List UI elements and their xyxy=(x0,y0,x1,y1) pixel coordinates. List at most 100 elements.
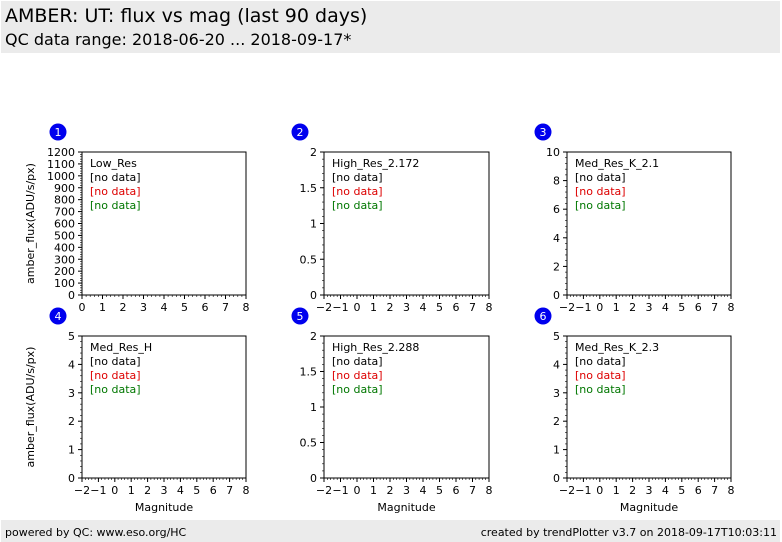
y-tick-label: 400 xyxy=(54,241,75,254)
x-tick-label: 7 xyxy=(226,484,233,497)
y-tick-label: 0 xyxy=(553,472,560,485)
x-tick-label: 7 xyxy=(711,301,718,314)
y-tick-label: 1 xyxy=(310,218,317,231)
y-tick-label: 5 xyxy=(553,330,560,343)
x-tick-label: 6 xyxy=(453,301,460,314)
x-tick-label: 8 xyxy=(486,301,493,314)
x-tick-label: 4 xyxy=(177,484,184,497)
y-tick-label: 500 xyxy=(54,229,75,242)
x-tick-label: 1 xyxy=(613,301,620,314)
y-tick-label: 3 xyxy=(553,387,560,400)
x-tick-label: 3 xyxy=(403,301,410,314)
x-tick-label: −1 xyxy=(332,484,348,497)
y-tick-label: 2 xyxy=(310,146,317,159)
no-data-label: [no data] xyxy=(90,369,141,382)
header-bar: AMBER: UT: flux vs mag (last 90 days) QC… xyxy=(1,1,780,53)
x-tick-label: 6 xyxy=(453,484,460,497)
x-tick-label: 1 xyxy=(613,484,620,497)
x-tick-label: 5 xyxy=(678,484,685,497)
y-tick-label: 800 xyxy=(54,194,75,207)
plot-badge-2 xyxy=(291,123,309,141)
x-tick-label: 1 xyxy=(99,301,106,314)
y-axis-label: amber_flux(ADU/s/px) xyxy=(24,163,37,284)
y-axis-label: amber_flux(ADU/s/px) xyxy=(24,347,37,468)
no-data-label: [no data] xyxy=(332,199,383,212)
x-tick-label: 2 xyxy=(629,301,636,314)
x-tick-label: 5 xyxy=(436,484,443,497)
x-tick-label: 8 xyxy=(243,484,250,497)
y-tick-label: 4 xyxy=(553,358,560,371)
y-tick-label: 5 xyxy=(68,330,75,343)
y-tick-label: 0 xyxy=(68,472,75,485)
y-tick-label: 1000 xyxy=(47,170,75,183)
x-axis-label: Magnitude xyxy=(620,501,679,514)
y-tick-label: 0.5 xyxy=(300,253,318,266)
x-tick-label: 0 xyxy=(596,301,603,314)
y-tick-label: 1 xyxy=(553,444,560,457)
plot-label: Med_Res_H xyxy=(90,341,152,354)
plot-label: Med_Res_K_2.3 xyxy=(575,341,659,354)
x-tick-label: −2 xyxy=(559,301,575,314)
x-tick-label: 7 xyxy=(469,484,476,497)
no-data-label: [no data] xyxy=(332,355,383,368)
x-tick-label: 2 xyxy=(387,484,394,497)
y-tick-label: 900 xyxy=(54,182,75,195)
footer-bar: powered by QC: www.eso.org/HC created by… xyxy=(1,520,780,542)
x-tick-label: 0 xyxy=(79,301,86,314)
no-data-label: [no data] xyxy=(332,383,383,396)
plot-label: High_Res_2.172 xyxy=(332,157,419,170)
plot-badge-5 xyxy=(291,307,309,325)
y-tick-label: 3 xyxy=(68,387,75,400)
y-tick-label: 1100 xyxy=(47,158,75,171)
x-tick-label: 2 xyxy=(629,484,636,497)
y-tick-label: 4 xyxy=(553,232,560,245)
x-tick-label: 8 xyxy=(243,301,250,314)
no-data-label: [no data] xyxy=(332,171,383,184)
x-tick-label: 5 xyxy=(436,301,443,314)
x-tick-label: 3 xyxy=(646,484,653,497)
y-tick-label: 8 xyxy=(553,175,560,188)
x-tick-label: 5 xyxy=(181,301,188,314)
x-tick-label: 3 xyxy=(140,301,147,314)
x-tick-label: 7 xyxy=(469,301,476,314)
x-axis-label: Magnitude xyxy=(377,501,436,514)
x-tick-label: 3 xyxy=(161,484,168,497)
x-tick-label: 4 xyxy=(420,484,427,497)
plot-label: Med_Res_K_2.1 xyxy=(575,157,659,170)
no-data-label: [no data] xyxy=(575,199,626,212)
plot-badge-number: 6 xyxy=(540,310,547,323)
plot-badge-number: 3 xyxy=(540,126,547,139)
x-tick-label: 4 xyxy=(420,301,427,314)
y-tick-label: 0 xyxy=(553,289,560,302)
y-tick-label: 700 xyxy=(54,206,75,219)
y-tick-label: 0 xyxy=(68,289,75,302)
y-tick-label: 2 xyxy=(553,415,560,428)
plot-frame-4 xyxy=(81,335,247,479)
x-tick-label: 7 xyxy=(711,484,718,497)
x-tick-label: 8 xyxy=(728,301,735,314)
x-tick-label: 8 xyxy=(486,484,493,497)
x-tick-label: 7 xyxy=(222,301,229,314)
no-data-label: [no data] xyxy=(90,185,141,198)
page-title: AMBER: UT: flux vs mag (last 90 days) xyxy=(5,5,368,27)
y-tick-label: 0 xyxy=(310,289,317,302)
no-data-label: [no data] xyxy=(575,383,626,396)
plot-badge-6 xyxy=(534,307,552,325)
y-tick-label: 2 xyxy=(310,330,317,343)
x-axis-label: Magnitude xyxy=(135,501,194,514)
y-tick-label: 600 xyxy=(54,218,75,231)
x-tick-label: 4 xyxy=(161,301,168,314)
footer-created: created by trendPlotter v3.7 on 2018-09-… xyxy=(480,526,777,539)
y-tick-label: 1.5 xyxy=(300,182,318,195)
no-data-label: [no data] xyxy=(90,383,141,396)
x-tick-label: 5 xyxy=(193,484,200,497)
plot-badge-number: 4 xyxy=(55,310,62,323)
plot-badge-number: 5 xyxy=(297,310,304,323)
no-data-label: [no data] xyxy=(90,171,141,184)
plot-badge-number: 2 xyxy=(297,126,304,139)
x-tick-label: −1 xyxy=(90,484,106,497)
y-tick-label: 6 xyxy=(553,203,560,216)
x-tick-label: 6 xyxy=(695,301,702,314)
no-data-label: [no data] xyxy=(575,171,626,184)
x-tick-label: 4 xyxy=(662,301,669,314)
